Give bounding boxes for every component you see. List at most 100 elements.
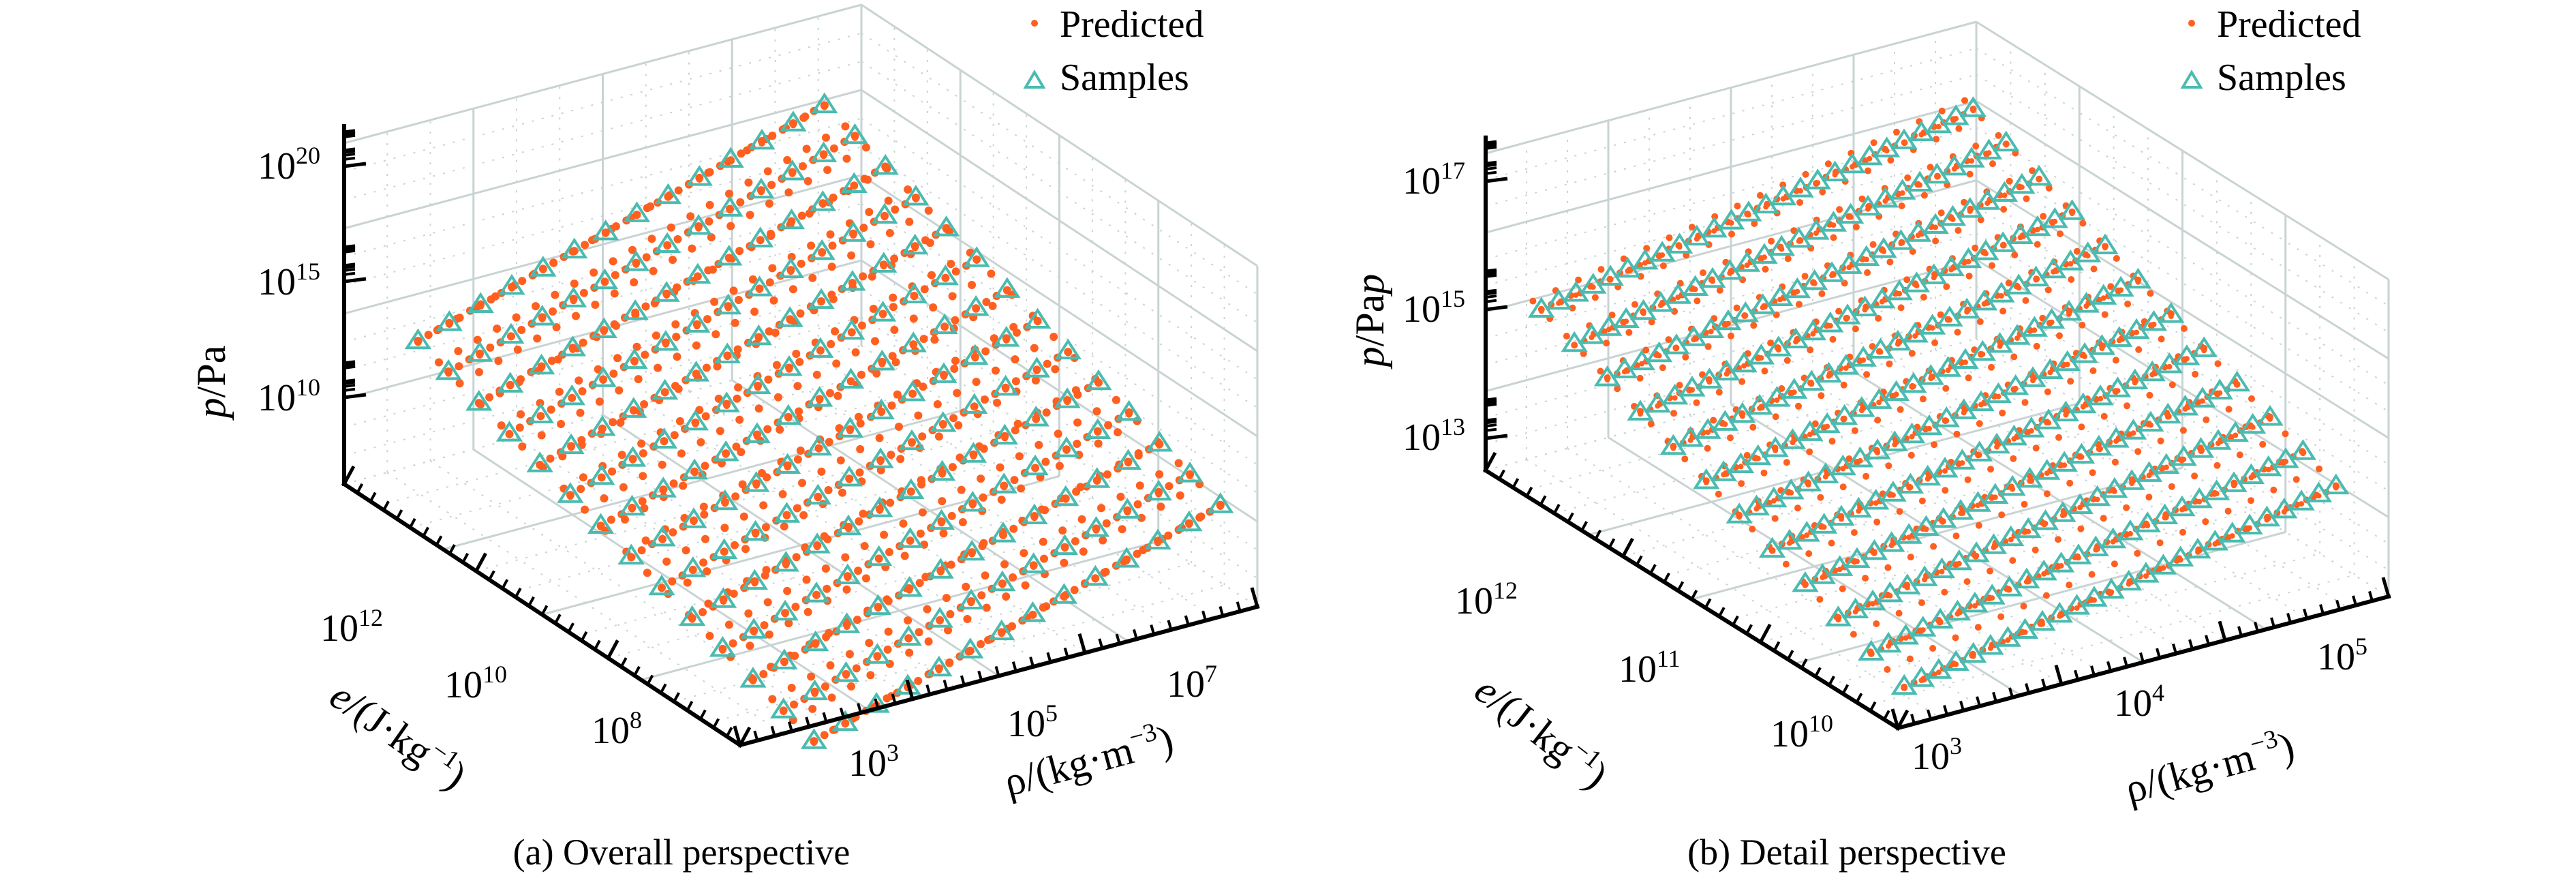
predicted-point (846, 427, 854, 435)
sample-point (684, 312, 711, 333)
sample-point (1050, 583, 1078, 604)
e-axis-tick (1814, 667, 1822, 678)
predicted-point (1039, 537, 1047, 546)
sample-point (651, 378, 679, 400)
predicted-point (639, 449, 647, 457)
predicted-point (796, 309, 805, 318)
predicted-point (2179, 528, 2186, 536)
predicted-point (631, 359, 638, 366)
predicted-point (1829, 335, 1837, 343)
predicted-point (2009, 557, 2017, 564)
predicted-point (977, 591, 986, 600)
e-axis-tick (619, 657, 628, 668)
sample-point (800, 728, 828, 749)
predicted-point (711, 330, 720, 339)
predicted-point (906, 586, 913, 594)
sample-point (779, 160, 806, 181)
sample-point (617, 543, 645, 565)
sample-point (712, 440, 739, 462)
predicted-point (1862, 575, 1869, 582)
sample-point (654, 183, 682, 205)
sample-point (1993, 130, 2020, 152)
predicted-point (2033, 277, 2039, 283)
predicted-point (933, 400, 942, 408)
predicted-point (536, 462, 544, 470)
predicted-point (1767, 339, 1775, 347)
predicted-point (2101, 311, 2109, 318)
predicted-point (2123, 402, 2131, 410)
sample-point (739, 667, 767, 688)
predicted-point (879, 312, 887, 318)
e-axis-tick (1539, 495, 1547, 506)
predicted-point (1898, 241, 1904, 246)
sample-point (803, 582, 830, 603)
predicted-point (896, 455, 905, 464)
predicted-point (1828, 438, 1836, 445)
predicted-point (918, 508, 927, 517)
predicted-point (970, 453, 977, 460)
sample-point (899, 380, 926, 402)
rho-axis-tick (1167, 620, 1173, 631)
predicted-point (783, 513, 791, 520)
predicted-point (2166, 363, 2173, 369)
predicted-point (1931, 275, 1937, 281)
predicted-point (916, 529, 925, 538)
z-major-tick (343, 277, 367, 284)
predicted-point (2023, 579, 2029, 585)
predicted-point (1937, 311, 1944, 318)
predicted-point (1914, 283, 1920, 289)
e-axis-tick (540, 605, 549, 616)
predicted-point (784, 619, 793, 628)
predicted-point (718, 459, 726, 468)
legend-predicted-marker (2188, 20, 2195, 27)
predicted-point (2145, 523, 2151, 529)
predicted-point (750, 678, 756, 684)
sample-point (994, 277, 1021, 298)
predicted-point (948, 463, 957, 472)
predicted-point (798, 479, 806, 487)
predicted-point (2100, 295, 2106, 301)
predicted-point (1693, 297, 1701, 305)
legend-samples-label: Samples (1060, 57, 1189, 99)
predicted-point (566, 493, 574, 500)
sample-point (868, 349, 896, 371)
predicted-point (2047, 369, 2053, 376)
predicted-point (930, 335, 939, 344)
predicted-point (918, 432, 927, 441)
predicted-point (1822, 474, 1828, 480)
sample-point (686, 165, 713, 186)
sample-point (745, 324, 772, 346)
predicted-point (1011, 355, 1019, 364)
e-axis-tick (1759, 623, 1772, 644)
predicted-point (1867, 155, 1873, 162)
predicted-point (1898, 202, 1905, 209)
predicted-point (2162, 515, 2168, 521)
predicted-point (812, 370, 821, 379)
predicted-point (2196, 498, 2203, 504)
predicted-point (2213, 491, 2220, 497)
predicted-point (850, 183, 858, 190)
predicted-point (754, 404, 763, 413)
predicted-point (2006, 177, 2013, 185)
predicted-point (757, 188, 765, 196)
sample-point (467, 292, 494, 313)
predicted-point (981, 395, 989, 404)
predicted-point (802, 575, 811, 584)
predicted-point (1779, 246, 1785, 252)
predicted-point (445, 369, 453, 377)
predicted-point (1967, 208, 1973, 214)
predicted-point (1886, 643, 1892, 649)
predicted-point (702, 363, 711, 372)
sample-point (679, 605, 706, 626)
predicted-point (1886, 258, 1894, 266)
predicted-point (1763, 204, 1769, 210)
wall-major-line (343, 89, 862, 230)
predicted-point (1820, 575, 1826, 581)
predicted-point (1869, 241, 1877, 248)
sample-point (837, 367, 865, 389)
predicted-point (446, 321, 453, 328)
x-tick-label: 107 (1167, 660, 1217, 706)
predicted-point (2180, 324, 2188, 332)
sample-point (679, 556, 707, 577)
predicted-point (765, 199, 773, 208)
